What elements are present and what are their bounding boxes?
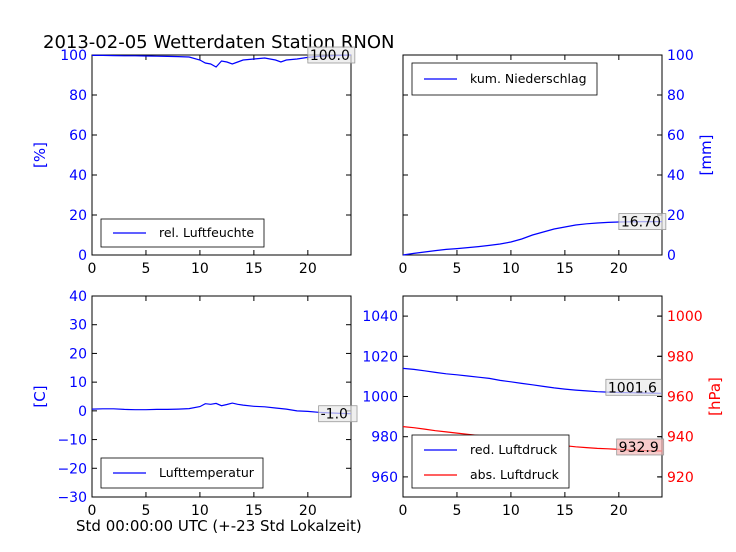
legend: red. Luftdruck abs. Luftdruck xyxy=(411,434,570,489)
figure-title: 2013-02-05 Wetterdaten Station RNON xyxy=(43,32,394,53)
legend: kum. Niederschlag xyxy=(411,62,598,96)
y-axis-label: [C] xyxy=(31,385,49,407)
y-tick-label: 10 xyxy=(69,375,87,391)
y-tick-label: 100 xyxy=(667,48,694,64)
y-tick-label: 40 xyxy=(69,168,87,184)
current-value-label: 16.70 xyxy=(621,215,661,231)
x-tick-label: 15 xyxy=(556,503,574,519)
x-tick-label: 10 xyxy=(191,503,209,519)
x-tick-label: 20 xyxy=(610,261,628,277)
x-tick-label: 15 xyxy=(556,261,574,277)
panel-humidity: 0 5 10 15 20 0 20 40 60 80 100 [%] rel. Luftfeuchte 1… xyxy=(31,46,356,277)
y-tick-label: 0 xyxy=(78,248,87,264)
y-tick-label: 20 xyxy=(69,346,87,362)
legend-label: rel. Luftfeuchte xyxy=(159,225,254,240)
current-value-label-box xyxy=(318,405,358,423)
y-tick-label: 40 xyxy=(69,289,87,305)
y-right-tick-label: 960 xyxy=(667,390,694,406)
x-tick-label: 20 xyxy=(299,261,317,277)
legend-label: abs. Luftdruck xyxy=(470,467,560,482)
x-tick-label: 5 xyxy=(141,261,150,277)
y-axis-label: [%] xyxy=(31,142,49,168)
current-value-right-label: 932.9 xyxy=(619,440,659,456)
y-tick-label: 60 xyxy=(667,128,685,144)
x-tick-label: 0 xyxy=(399,503,408,519)
panel-temperature: 0 5 10 15 20 −30 −20 −10 0 10 20 30 40 [C] Lufttempera… xyxy=(31,289,358,519)
y-tick-label: 980 xyxy=(371,430,398,446)
current-value-label-box xyxy=(618,213,667,231)
footer-label: Std 00:00:00 UTC (+-23 Std Lokalzeit) xyxy=(76,517,362,535)
plot-frame xyxy=(91,295,352,498)
y-right-tick-label: 940 xyxy=(667,430,694,446)
y-tick-label: −10 xyxy=(57,433,87,449)
x-tick-label: 0 xyxy=(88,503,97,519)
current-value-label: -1.0 xyxy=(321,407,348,423)
x-tick-label: 10 xyxy=(191,261,209,277)
x-tick-label: 5 xyxy=(141,503,150,519)
y-tick-label: 1040 xyxy=(362,309,398,325)
x-tick-label: 0 xyxy=(88,261,97,277)
y-tick-label: 30 xyxy=(69,318,87,334)
y-tick-label: 0 xyxy=(78,404,87,420)
y-tick-label: 1000 xyxy=(362,390,398,406)
legend-box xyxy=(411,434,570,489)
y-right-tick-label: 920 xyxy=(667,470,694,486)
y-tick-label: 100 xyxy=(60,48,87,64)
x-tick-label: 5 xyxy=(452,261,461,277)
legend: Lufttemperatur xyxy=(100,457,264,489)
panel-precipitation: 0 5 10 15 20 0 20 40 60 80 100 [mm] kum. Niederschla… xyxy=(399,48,715,277)
y-tick-label: 60 xyxy=(69,128,87,144)
x-tick-label: 10 xyxy=(502,261,520,277)
current-value-right-label-box xyxy=(616,438,665,456)
plot-frame xyxy=(402,54,663,256)
series-line-lufttemperatur xyxy=(91,402,352,415)
y-tick-label: 1020 xyxy=(362,349,398,365)
current-value-label-box xyxy=(307,46,356,64)
x-tick-label: 5 xyxy=(452,503,461,519)
panel-pressure: 0 5 10 15 20 960 980 1000 1020 1040 920 940 960 980 10… xyxy=(362,295,724,519)
plot-frame xyxy=(91,54,352,256)
y-tick-label: 20 xyxy=(667,208,685,224)
current-value-left-label: 1001.6 xyxy=(608,380,657,396)
current-value-label: 100.0 xyxy=(310,48,350,64)
legend-label: red. Luftdruck xyxy=(470,442,558,457)
x-tick-label: 0 xyxy=(399,261,408,277)
current-value-left-label-box xyxy=(605,378,662,396)
y-tick-label: 40 xyxy=(667,168,685,184)
x-tick-label: 20 xyxy=(610,503,628,519)
y-axis-label: [mm] xyxy=(697,135,715,176)
y-tick-label: 80 xyxy=(667,88,685,104)
y-right-tick-label: 1000 xyxy=(667,309,703,325)
legend-label: kum. Niederschlag xyxy=(470,71,587,86)
y-tick-label: −30 xyxy=(57,490,87,506)
y-tick-label: −20 xyxy=(57,461,87,477)
y-tick-label: 80 xyxy=(69,88,87,104)
y-tick-label: 960 xyxy=(371,470,398,486)
x-tick-label: 15 xyxy=(245,503,263,519)
series-line-rel-luftfeuchte xyxy=(92,54,352,68)
legend: rel. Luftfeuchte xyxy=(100,218,265,248)
x-tick-label: 15 xyxy=(245,261,263,277)
legend-label: Lufttemperatur xyxy=(159,465,255,480)
x-tick-label: 10 xyxy=(502,503,520,519)
y-tick-label: 20 xyxy=(69,208,87,224)
y-right-tick-label: 980 xyxy=(667,349,694,365)
y-tick-label: 0 xyxy=(667,248,676,264)
x-tick-label: 20 xyxy=(299,503,317,519)
y-right-axis-label: [hPa] xyxy=(706,377,724,416)
